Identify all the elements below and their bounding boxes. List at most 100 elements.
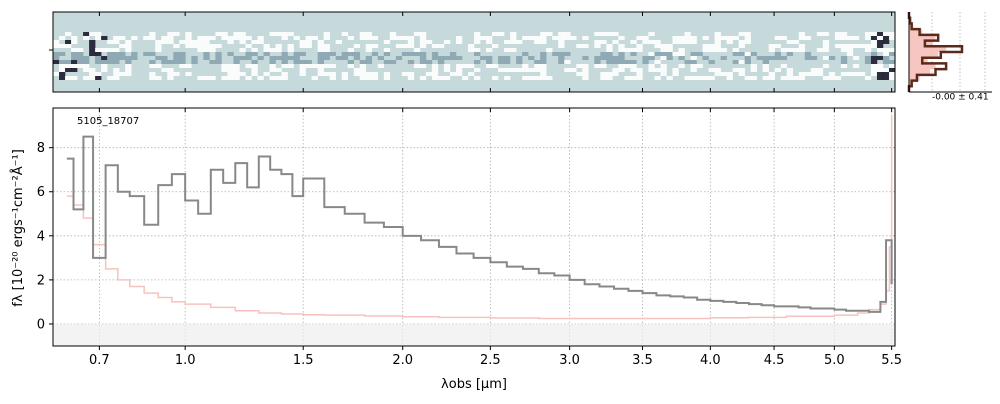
- twod-cell: [690, 76, 697, 80]
- twod-cell: [83, 32, 90, 36]
- twod-cell: [341, 72, 348, 76]
- twod-cell: [275, 32, 282, 36]
- twod-cell: [708, 60, 715, 64]
- twod-cell: [780, 56, 788, 60]
- twod-cell: [107, 52, 114, 56]
- twod-cell: [371, 72, 379, 76]
- twod-cell: [95, 52, 102, 56]
- twod-cell: [582, 56, 589, 60]
- twod-cell: [251, 60, 258, 64]
- twod-cell: [101, 68, 108, 72]
- twod-cell: [654, 68, 661, 72]
- twod-cell: [149, 64, 156, 68]
- twod-cell: [510, 68, 517, 72]
- twod-cell: [317, 44, 324, 48]
- twod-cell: [281, 64, 288, 68]
- twod-cell: [245, 36, 252, 40]
- twod-cell: [870, 60, 878, 64]
- twod-cell: [149, 32, 156, 36]
- twod-cell: [558, 44, 565, 48]
- twod-cell: [498, 60, 505, 64]
- twod-cell: [449, 52, 457, 56]
- twod-cell: [474, 76, 481, 80]
- twod-cell: [455, 72, 463, 76]
- twod-cell: [107, 60, 114, 64]
- twod-cell: [179, 64, 186, 68]
- twod-cell: [359, 36, 367, 40]
- twod-cell: [804, 52, 812, 56]
- twod-cell: [492, 32, 499, 36]
- twod-cell: [131, 52, 138, 56]
- twod-cell: [113, 60, 120, 64]
- twod-cell: [419, 36, 427, 40]
- twod-cell: [684, 76, 691, 80]
- twod-cell: [113, 72, 120, 76]
- ytick-label: 4: [37, 229, 45, 244]
- profile-model-fill: [909, 12, 947, 92]
- twod-cell: [618, 68, 625, 72]
- twod-cell: [876, 48, 884, 52]
- twod-cell: [161, 40, 168, 44]
- twod-cell: [251, 64, 258, 68]
- twod-cell: [534, 64, 541, 68]
- twod-cell: [642, 36, 649, 40]
- twod-cell: [810, 68, 818, 72]
- twod-cell: [263, 72, 270, 76]
- twod-cell: [798, 72, 806, 76]
- twod-cell: [311, 36, 318, 40]
- twod-cell: [504, 68, 511, 72]
- twod-cell: [287, 56, 294, 60]
- twod-cell: [660, 44, 667, 48]
- twod-cell: [798, 36, 806, 40]
- twod-cell: [179, 40, 186, 44]
- twod-cell: [888, 68, 896, 72]
- twod-cell: [504, 48, 511, 52]
- twod-cell: [419, 76, 427, 80]
- ytick-label: 6: [37, 185, 45, 200]
- twod-cell: [528, 76, 535, 80]
- xtick-label: 5.5: [881, 353, 902, 368]
- error-series-line: [66, 114, 893, 320]
- twod-cell: [407, 40, 415, 44]
- twod-cell: [630, 40, 637, 44]
- twod-cell: [564, 68, 571, 72]
- twod-cell: [53, 56, 60, 60]
- twod-cell: [678, 36, 685, 40]
- twod-cell: [486, 40, 493, 44]
- twod-cell: [876, 36, 884, 40]
- flux-series-line: [66, 135, 893, 313]
- twod-cell: [540, 68, 547, 72]
- twod-cell: [690, 52, 697, 56]
- twod-cell: [876, 76, 884, 80]
- twod-cell: [492, 44, 499, 48]
- twod-cell: [227, 52, 234, 56]
- twod-cell: [281, 52, 288, 56]
- twod-cell: [389, 60, 397, 64]
- main-frame: [52, 107, 896, 347]
- twod-cell: [125, 40, 132, 44]
- twod-cell: [437, 44, 445, 48]
- twod-cell: [786, 72, 794, 76]
- twod-cell: [486, 60, 493, 64]
- twod-cell: [486, 64, 493, 68]
- twod-cell: [882, 32, 890, 36]
- spectrum-id-label: 5105_18707: [77, 116, 139, 127]
- twod-cell: [840, 32, 848, 36]
- twod-cell: [275, 48, 282, 52]
- twod-cell: [480, 36, 487, 40]
- twod-cell: [281, 76, 288, 80]
- twod-cell: [191, 40, 198, 44]
- twod-cell: [768, 56, 776, 60]
- twod-cell: [155, 64, 162, 68]
- twod-cell: [353, 56, 361, 60]
- twod-cell: [143, 36, 150, 40]
- twod-cell: [281, 36, 288, 40]
- twod-cell: [708, 44, 715, 48]
- twod-cell: [660, 72, 667, 76]
- twod-cell: [606, 52, 613, 56]
- twod-cell: [630, 52, 637, 56]
- twod-cell: [834, 76, 842, 80]
- twod-cell: [540, 40, 547, 44]
- twod-cell: [353, 72, 361, 76]
- twod-cell: [846, 72, 854, 76]
